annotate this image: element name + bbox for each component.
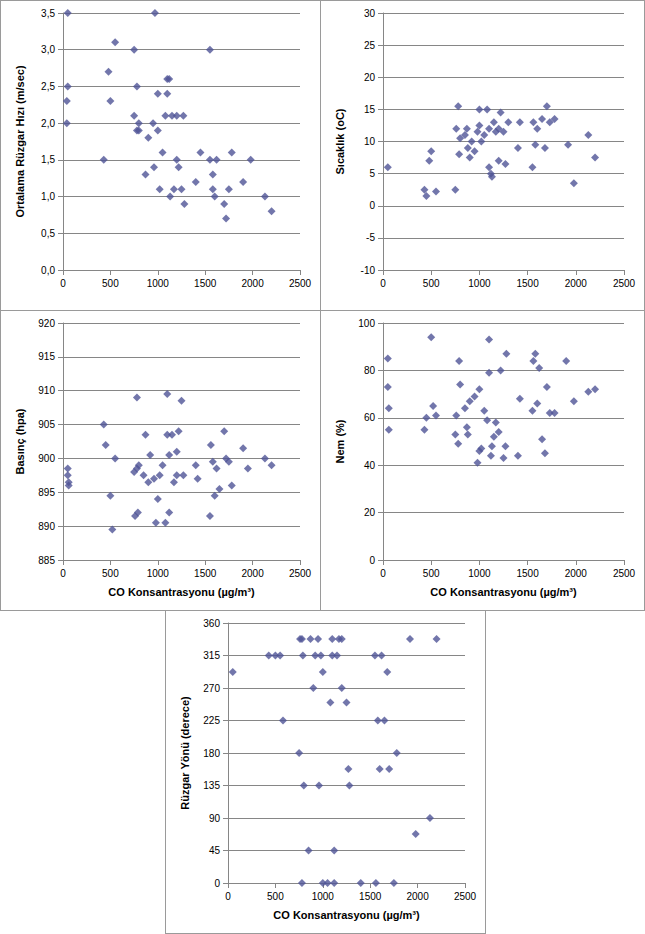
svg-text:885: 885 [38, 555, 55, 566]
svg-text:45: 45 [209, 845, 221, 856]
svg-text:2000: 2000 [406, 891, 429, 902]
svg-text:10: 10 [364, 136, 376, 147]
svg-text:2000: 2000 [241, 568, 264, 579]
svg-text:-10: -10 [361, 265, 376, 276]
svg-text:Nem (%): Nem (%) [334, 419, 346, 463]
svg-text:2500: 2500 [289, 568, 312, 579]
svg-text:80: 80 [364, 365, 376, 376]
svg-text:0: 0 [369, 200, 375, 211]
svg-text:360: 360 [203, 618, 220, 629]
svg-text:500: 500 [423, 278, 440, 289]
svg-text:15: 15 [364, 104, 376, 115]
svg-text:2000: 2000 [241, 278, 264, 289]
svg-text:2500: 2500 [613, 278, 636, 289]
svg-text:180: 180 [203, 748, 220, 759]
svg-text:Ortalama Rüzgar Hızı (m/sec): Ortalama Rüzgar Hızı (m/sec) [14, 65, 26, 218]
svg-text:900: 900 [38, 453, 55, 464]
svg-text:910: 910 [38, 385, 55, 396]
svg-text:3,5: 3,5 [41, 8, 55, 19]
svg-text:500: 500 [267, 891, 284, 902]
svg-text:135: 135 [203, 780, 220, 791]
svg-text:0: 0 [225, 891, 231, 902]
svg-text:Basınç (hpa): Basınç (hpa) [14, 408, 26, 474]
svg-text:1000: 1000 [147, 568, 170, 579]
svg-text:0: 0 [60, 568, 66, 579]
svg-text:5: 5 [369, 168, 375, 179]
svg-text:2500: 2500 [613, 568, 636, 579]
svg-text:1500: 1500 [516, 568, 539, 579]
svg-text:225: 225 [203, 715, 220, 726]
svg-text:915: 915 [38, 351, 55, 362]
svg-text:270: 270 [203, 683, 220, 694]
svg-text:30: 30 [364, 8, 376, 19]
svg-text:1500: 1500 [194, 568, 217, 579]
svg-text:Sıcaklık (oC): Sıcaklık (oC) [334, 108, 346, 174]
svg-text:CO Konsantrasyonu (µg/m³): CO Konsantrasyonu (µg/m³) [108, 586, 255, 598]
svg-text:0,5: 0,5 [41, 228, 55, 239]
svg-text:1000: 1000 [468, 278, 491, 289]
svg-text:315: 315 [203, 650, 220, 661]
svg-text:920: 920 [38, 318, 55, 329]
svg-text:0: 0 [380, 568, 386, 579]
svg-text:90: 90 [209, 813, 221, 824]
svg-text:1,5: 1,5 [41, 154, 55, 165]
svg-text:890: 890 [38, 521, 55, 532]
svg-text:0: 0 [369, 555, 375, 566]
svg-text:1000: 1000 [312, 891, 335, 902]
svg-text:2000: 2000 [565, 278, 588, 289]
svg-text:25: 25 [364, 40, 376, 51]
svg-text:40: 40 [364, 460, 376, 471]
svg-text:Rüzgar Yönü (derece): Rüzgar Yönü (derece) [179, 696, 191, 810]
svg-text:60: 60 [364, 412, 376, 423]
svg-text:500: 500 [423, 568, 440, 579]
svg-text:500: 500 [102, 568, 119, 579]
svg-text:CO Konsantrasyonu (µg/m³): CO Konsantrasyonu (µg/m³) [273, 909, 420, 921]
svg-text:905: 905 [38, 419, 55, 430]
svg-text:1000: 1000 [147, 278, 170, 289]
svg-text:20: 20 [364, 72, 376, 83]
svg-text:2,5: 2,5 [41, 81, 55, 92]
svg-text:895: 895 [38, 487, 55, 498]
svg-text:500: 500 [102, 278, 119, 289]
svg-text:20: 20 [364, 507, 376, 518]
svg-text:1500: 1500 [194, 278, 217, 289]
svg-text:0: 0 [60, 278, 66, 289]
svg-text:2,0: 2,0 [41, 118, 55, 129]
svg-text:3,0: 3,0 [41, 44, 55, 55]
svg-text:1500: 1500 [516, 278, 539, 289]
svg-text:1500: 1500 [359, 891, 382, 902]
svg-text:100: 100 [358, 318, 375, 329]
svg-text:0: 0 [380, 278, 386, 289]
svg-text:-5: -5 [366, 232, 375, 243]
svg-text:1000: 1000 [468, 568, 491, 579]
svg-text:2000: 2000 [565, 568, 588, 579]
svg-text:2500: 2500 [289, 278, 312, 289]
svg-text:2500: 2500 [454, 891, 477, 902]
svg-text:0,0: 0,0 [41, 265, 55, 276]
svg-text:1,0: 1,0 [41, 191, 55, 202]
svg-text:CO Konsantrasyonu (µg/m³): CO Konsantrasyonu (µg/m³) [430, 586, 577, 598]
svg-text:0: 0 [214, 878, 220, 889]
